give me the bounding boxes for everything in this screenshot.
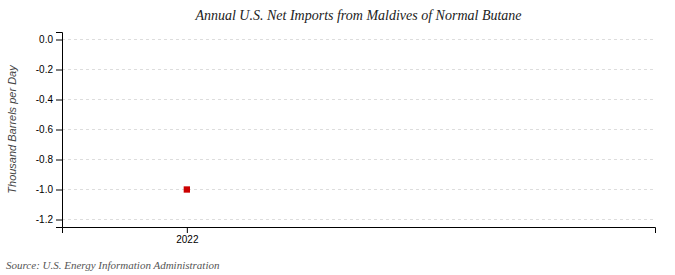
plot: 0.0 -0.2 -0.4 -0.6 -0.8 -1.0 -1.2 2022 bbox=[36, 33, 656, 246]
y-axis-line bbox=[56, 33, 63, 228]
grid-line bbox=[62, 39, 655, 40]
y-tick: 0.0 bbox=[39, 34, 62, 45]
y-tick-label: 0.0 bbox=[39, 34, 53, 45]
y-tick-label: -0.2 bbox=[36, 64, 54, 75]
y-axis-title: Thousand Barrels per Day bbox=[6, 64, 18, 194]
x-axis-line bbox=[63, 228, 656, 234]
y-axis: 0.0 -0.2 -0.4 -0.6 -0.8 -1.0 -1.2 bbox=[36, 33, 63, 228]
y-tick-mark bbox=[56, 220, 62, 221]
title: Annual U.S. Net Imports from Maldives of… bbox=[194, 8, 521, 23]
x-tick: 2022 bbox=[176, 227, 199, 245]
y-tick: -0.4 bbox=[36, 94, 62, 105]
grid-line bbox=[62, 189, 655, 190]
grid bbox=[62, 40, 655, 220]
grid-line bbox=[62, 99, 655, 100]
y-tick-mark bbox=[56, 40, 62, 41]
point bbox=[184, 186, 190, 192]
source: Source: U.S. Energy Information Administ… bbox=[6, 259, 220, 271]
y-tick-mark bbox=[56, 190, 62, 191]
y-tick: -0.6 bbox=[36, 124, 62, 135]
x-tick-label: 2022 bbox=[176, 234, 199, 245]
grid-line bbox=[62, 219, 655, 220]
y-tick-mark bbox=[56, 130, 62, 131]
y-tick: -0.8 bbox=[36, 154, 62, 165]
y-tick-label: -0.4 bbox=[36, 94, 54, 105]
grid-line bbox=[62, 69, 655, 70]
y-tick: -0.2 bbox=[36, 64, 62, 75]
y-tick-label: -1.0 bbox=[36, 184, 54, 195]
y-tick-label: -1.2 bbox=[36, 214, 54, 225]
grid-line bbox=[62, 129, 655, 130]
x-tick-mark bbox=[187, 227, 188, 233]
y-tick-label: -0.6 bbox=[36, 124, 54, 135]
grid-line bbox=[62, 159, 655, 160]
marks bbox=[184, 186, 190, 192]
y-tick: -1.0 bbox=[36, 184, 62, 195]
chart: 0.0 -0.2 -0.4 -0.6 -0.8 -1.0 -1.2 2022 Annual U.… bbox=[0, 0, 675, 275]
y-tick-mark bbox=[56, 70, 62, 71]
y-tick-label: -0.8 bbox=[36, 154, 54, 165]
y-tick: -1.2 bbox=[36, 214, 62, 225]
x-axis: 2022 bbox=[63, 227, 656, 245]
y-tick-mark bbox=[56, 160, 62, 161]
y-tick-mark bbox=[56, 100, 62, 101]
